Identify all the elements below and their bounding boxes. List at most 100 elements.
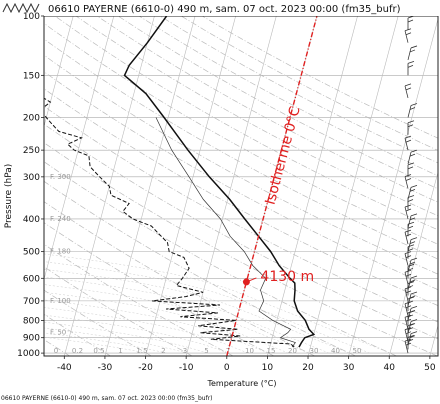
flight-level-label: F. 50 (50, 329, 66, 337)
moist-adiabat (44, 327, 187, 354)
dry-adiabat (96, 16, 438, 203)
mixing-ratio-label: 5 (204, 347, 208, 355)
wind-barb (404, 135, 412, 151)
dry-adiabat (44, 38, 438, 260)
series-line (123, 16, 316, 348)
flight-level-label: F. 300 (50, 173, 71, 181)
wind-barb (407, 331, 418, 346)
isotherm-line (388, 170, 438, 356)
dry-adiabat (75, 16, 438, 217)
flight-level-label: F. 100 (50, 297, 71, 305)
moist-adiabat (44, 299, 269, 354)
x-tick-label: -10 (179, 363, 194, 373)
isotherm-line (348, 17, 438, 356)
dry-adiabat (44, 71, 438, 290)
y-tick-label: 100 (23, 12, 40, 22)
series-line (155, 117, 296, 348)
moist-adiabat (44, 276, 330, 354)
y-axis-label: Pressure (hPa) (4, 164, 14, 229)
wind-barb (407, 45, 418, 61)
y-tick-label: 250 (23, 146, 40, 156)
x-tick-label: 40 (384, 363, 396, 373)
dry-adiabat (44, 161, 397, 356)
x-tick-label: 30 (343, 363, 355, 373)
dry-adiabat (44, 313, 111, 356)
x-axis-label: Temperature (°C) (206, 379, 276, 388)
dry-adiabat (117, 16, 438, 190)
dry-adiabat (44, 123, 438, 340)
mixing-ratio-label: 40 (331, 347, 340, 355)
mixing-ratio-label: 1 (118, 347, 122, 355)
mixing-ratio-label: 20 (288, 347, 297, 355)
isotherm-line (267, 16, 358, 356)
wind-barb (407, 103, 418, 118)
wind-barb (407, 275, 418, 291)
y-tick-label: 200 (23, 113, 40, 123)
dry-adiabat (44, 201, 315, 356)
moist-adiabat (44, 253, 391, 354)
x-tick-label: 0 (224, 363, 230, 373)
dry-adiabat (44, 222, 275, 356)
mixing-ratio-label: 50 (353, 347, 362, 355)
mixing-ratio-label: 7 (226, 347, 230, 355)
flight-level-label: F. 180 (50, 248, 71, 256)
dry-adiabat (44, 54, 438, 275)
x-tick-label: 50 (424, 363, 436, 373)
y-tick-label: 700 (23, 297, 40, 307)
wind-barb (407, 120, 415, 135)
isotherm-line (44, 16, 115, 281)
wind-barb (407, 149, 418, 165)
mixing-ratio-label: 0 (54, 347, 58, 355)
wind-barb (407, 291, 418, 307)
footer-caption: 06610 PAYERNE (6610-0) 490 m, sam. 07 oc… (1, 395, 213, 402)
zigzag-icon (2, 2, 40, 14)
dry-adiabat (44, 243, 234, 356)
mixing-ratio-label: 1.5 (136, 347, 147, 355)
isotherm-line (185, 16, 277, 356)
mixing-ratio-label: 0.5 (93, 347, 104, 355)
wind-barb (407, 60, 415, 76)
series-line (44, 97, 295, 348)
flight-level-label: F. 240 (50, 215, 71, 223)
isotherm-0-line (226, 16, 318, 356)
wind-barb (407, 319, 418, 334)
moist-adiabat (44, 291, 289, 354)
isotherm-line (307, 16, 399, 356)
wind-barb (407, 195, 415, 210)
y-tick-label: 300 (23, 173, 40, 183)
wind-barb (407, 185, 418, 200)
dry-adiabat (44, 289, 152, 356)
moist-adiabat (44, 284, 309, 354)
dry-adiabat (44, 105, 438, 323)
freezing-level-label: 4130 m (260, 269, 314, 285)
wind-barb (407, 162, 415, 177)
mixing-ratio-label: 15 (267, 347, 276, 355)
wind-barb (404, 83, 412, 99)
x-tick-label: -30 (98, 363, 113, 373)
mixing-ratio-label: 10 (245, 347, 254, 355)
moist-adiabat (44, 314, 228, 354)
wind-barb (407, 306, 418, 321)
dry-adiabat (54, 16, 438, 231)
isotherm-line (104, 16, 196, 356)
dry-adiabat (44, 88, 438, 306)
y-tick-label: 900 (23, 334, 40, 344)
wind-barb (407, 257, 418, 273)
wind-barb (407, 213, 418, 228)
chart-title: 06610 PAYERNE (6610-0) 490 m, sam. 07 oc… (48, 4, 401, 15)
dry-adiabat (159, 16, 438, 164)
y-tick-label: 1000 (17, 349, 40, 359)
y-tick-label: 500 (23, 248, 40, 258)
wind-barb (407, 237, 418, 252)
y-tick-label: 600 (23, 274, 40, 284)
mixing-ratio-label: 30 (310, 347, 319, 355)
x-tick-label: -20 (138, 363, 153, 373)
dry-adiabat (44, 142, 438, 356)
mixing-ratio-label: 2 (161, 347, 165, 355)
isotherm-line (44, 16, 74, 128)
x-tick-label: 10 (262, 363, 274, 373)
y-tick-label: 400 (23, 215, 40, 225)
mixing-ratio-label: 3 (183, 347, 187, 355)
